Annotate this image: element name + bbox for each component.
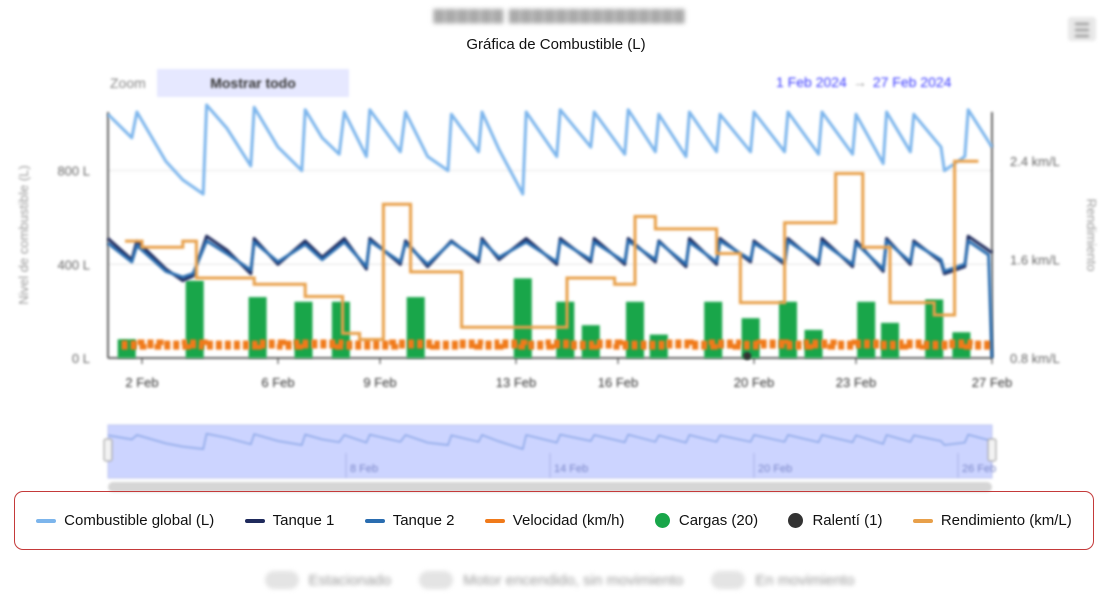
x-tick-label: 6 Feb	[261, 375, 294, 390]
load-bar	[881, 322, 899, 358]
speed-series	[121, 339, 997, 350]
date-range: 1 Feb 2024 → 27 Feb 2024	[776, 74, 951, 90]
y-tick-left: 400 L	[57, 257, 90, 272]
navigator-label: 8 Feb	[350, 463, 378, 475]
y-axis-title-right: Rendimiento	[1084, 199, 1099, 272]
x-tick-label: 13 Feb	[496, 375, 536, 390]
legend-dot-icon	[788, 513, 804, 528]
navigator-label: 26 Feb	[962, 463, 996, 475]
filter-toggle[interactable]: Motor encendido, sin movimiento	[419, 571, 683, 589]
legend-label: Tanque 2	[392, 512, 455, 529]
arrow-right-icon: →	[852, 74, 867, 90]
filter-label: Estacionado	[308, 571, 392, 589]
legend-item-tank2[interactable]: Tanque 2	[364, 512, 455, 529]
legend-line-icon	[36, 518, 57, 523]
legend-line-icon	[484, 518, 505, 523]
range-to[interactable]: 27 Feb 2024	[872, 74, 952, 90]
idle-marker	[743, 352, 752, 360]
legend-line-icon	[244, 518, 265, 523]
legend-item-loads[interactable]: Cargas (20)	[654, 512, 759, 529]
navigator-handle[interactable]	[987, 438, 997, 462]
navigator-handle[interactable]	[103, 438, 113, 462]
legend-label: Combustible global (L)	[64, 512, 215, 529]
chart-axes: 0 L 400 L 800 L 0.8 km/L 1.6 km/L 2.4 km/L Niv…	[16, 112, 1099, 390]
y-tick-right: 2.4 km/L	[1010, 154, 1060, 169]
toggle-switch-icon[interactable]	[711, 571, 746, 589]
x-tick-label: 2 Feb	[125, 375, 158, 390]
legend-dot-icon	[654, 513, 670, 528]
navigator-series	[107, 432, 993, 450]
load-bar	[741, 318, 760, 358]
y-tick-left: 800 L	[57, 164, 90, 179]
x-tick-label: 20 Feb	[734, 375, 774, 390]
toggle-switch-icon[interactable]	[419, 571, 454, 589]
x-tick-label: 27 Feb	[972, 375, 1012, 390]
filter-toggle[interactable]: En movimiento	[711, 571, 854, 589]
y-tick-right: 1.6 km/L	[1010, 253, 1060, 268]
legend-item-global[interactable]: Combustible global (L)	[36, 512, 214, 529]
show-all-button[interactable]: Mostrar todo	[157, 69, 349, 97]
legend-label: Cargas (20)	[678, 512, 759, 529]
fuel-chart[interactable]: 0 L 400 L 800 L 0.8 km/L 1.6 km/L 2.4 km/L Niv…	[0, 0, 1119, 500]
legend-label: Tanque 1	[272, 512, 335, 529]
toggle-switch-icon[interactable]	[264, 571, 299, 589]
load-bar	[185, 280, 204, 358]
vehicle-name: ▇▇▇▇▇▇ ▇▇▇▇▇▇▇▇▇▇▇▇▇▇▇	[433, 7, 686, 23]
chart-title: Gráfica de Combustible (L)	[466, 36, 646, 53]
x-tick-label: 23 Feb	[836, 375, 876, 390]
load-bar	[857, 301, 876, 358]
y-axis-title-left: Nivel de combustible (L)	[16, 165, 31, 304]
load-bar	[626, 301, 644, 358]
filter-toggle[interactable]: Estacionado	[264, 571, 392, 589]
hamburger-menu-icon[interactable]	[1068, 17, 1096, 41]
legend-item-performance[interactable]: Rendimiento (km/L)	[912, 512, 1072, 529]
performance-series	[125, 159, 979, 342]
x-tick-label: 9 Feb	[363, 375, 396, 390]
navigator[interactable]: 8 Feb 14 Feb 20 Feb 26 Feb	[103, 424, 997, 492]
legend-item-idle[interactable]: Ralentí (1)	[788, 512, 882, 529]
load-bar	[513, 278, 532, 358]
range-from[interactable]: 1 Feb 2024	[776, 74, 847, 90]
legend-line-icon	[364, 518, 385, 523]
load-bar	[556, 301, 575, 358]
navigator-label: 20 Feb	[758, 463, 792, 475]
zoom-label: Zoom	[110, 75, 146, 91]
navigator-scrollbar[interactable]	[108, 482, 992, 492]
filter-label: En movimiento	[755, 571, 855, 589]
x-tick-label: 16 Feb	[598, 375, 638, 390]
legend-label: Ralentí (1)	[812, 512, 883, 529]
state-filters: Estacionado Motor encendido, sin movimien…	[0, 571, 1119, 589]
navigator-label: 14 Feb	[554, 463, 588, 475]
y-tick-right: 0.8 km/L	[1010, 351, 1060, 366]
global-fuel-series	[106, 103, 994, 196]
chart-series	[106, 103, 997, 360]
filter-label: Motor encendido, sin movimiento	[463, 571, 684, 589]
legend-label: Velocidad (km/h)	[512, 512, 625, 529]
y-tick-left: 0 L	[72, 351, 90, 366]
chart-legend: Combustible global (L) Tanque 1 Tanque 2 Ve…	[14, 491, 1094, 550]
legend-item-tank1[interactable]: Tanque 1	[244, 512, 335, 529]
legend-item-speed[interactable]: Velocidad (km/h)	[484, 512, 625, 529]
tank2-series	[107, 239, 994, 359]
legend-label: Rendimiento (km/L)	[940, 512, 1072, 529]
legend-line-icon	[912, 518, 933, 523]
load-bar	[406, 297, 425, 358]
